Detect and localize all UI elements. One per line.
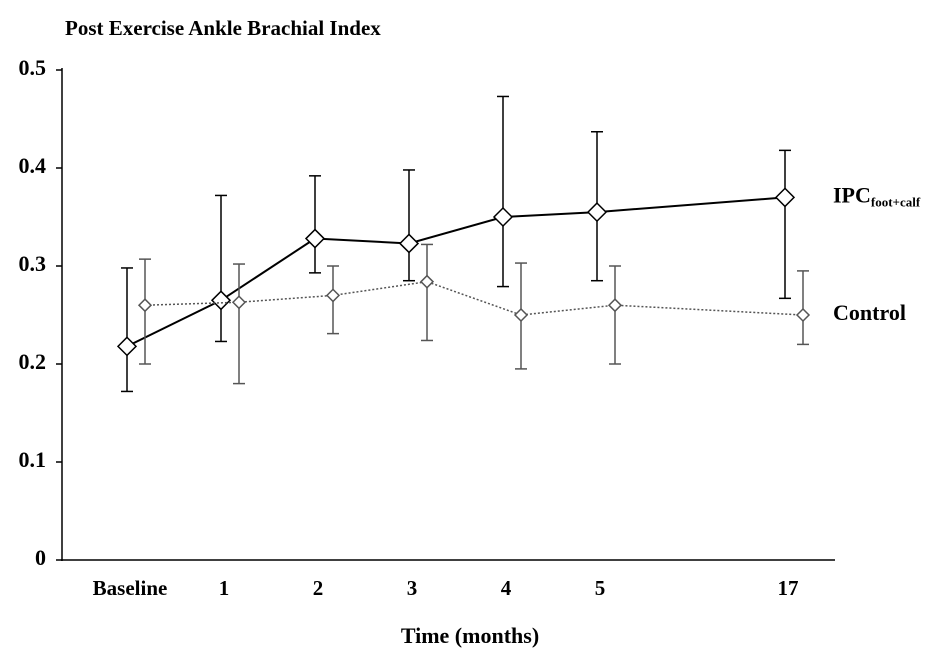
error-bar bbox=[215, 194, 227, 343]
y-tick-label: 0.4 bbox=[19, 153, 47, 178]
marker bbox=[513, 307, 529, 323]
error-bar bbox=[779, 149, 791, 300]
x-tick-label: 1 bbox=[219, 576, 230, 600]
x-tick-label: Baseline bbox=[93, 576, 168, 600]
error-bar bbox=[609, 265, 621, 365]
legend-label: IPCfoot+calf bbox=[833, 182, 921, 209]
x-tick-label: 5 bbox=[595, 576, 606, 600]
chart-title: Post Exercise Ankle Brachial Index bbox=[65, 16, 381, 40]
legend-name: Control bbox=[833, 300, 906, 325]
y-tick-label: 0.5 bbox=[19, 55, 47, 80]
error-bar bbox=[403, 169, 415, 282]
marker bbox=[607, 298, 623, 313]
marker bbox=[137, 298, 153, 313]
marker bbox=[586, 202, 608, 223]
y-tick-label: 0 bbox=[35, 545, 46, 570]
series-line bbox=[126, 196, 786, 348]
error-bar bbox=[309, 175, 321, 274]
marker bbox=[304, 228, 326, 249]
x-axis-label: Time (months) bbox=[401, 623, 539, 648]
marker bbox=[795, 307, 811, 323]
error-bar bbox=[233, 263, 245, 385]
marker bbox=[419, 274, 435, 289]
legend-name: IPC bbox=[833, 182, 871, 207]
marker bbox=[774, 187, 796, 208]
y-tick-label: 0.2 bbox=[19, 349, 47, 374]
error-bar bbox=[497, 95, 509, 288]
x-tick-label: 17 bbox=[778, 576, 799, 600]
marker bbox=[116, 336, 138, 357]
marker bbox=[398, 233, 420, 254]
error-bar bbox=[797, 270, 809, 346]
error-bar bbox=[421, 243, 433, 342]
marker bbox=[325, 288, 341, 303]
error-bar bbox=[121, 267, 133, 393]
series-line bbox=[144, 280, 804, 316]
marker bbox=[492, 206, 514, 228]
x-tick-label: 3 bbox=[407, 576, 418, 600]
marker bbox=[231, 295, 247, 310]
y-tick-label: 0.3 bbox=[19, 251, 47, 276]
y-tick-label: 0.1 bbox=[19, 447, 47, 472]
x-tick-label: 4 bbox=[501, 576, 512, 600]
legend-label: Control bbox=[833, 300, 906, 325]
marker bbox=[210, 290, 232, 311]
legend-subscript: foot+calf bbox=[871, 194, 921, 209]
x-tick-label: 2 bbox=[313, 576, 324, 600]
